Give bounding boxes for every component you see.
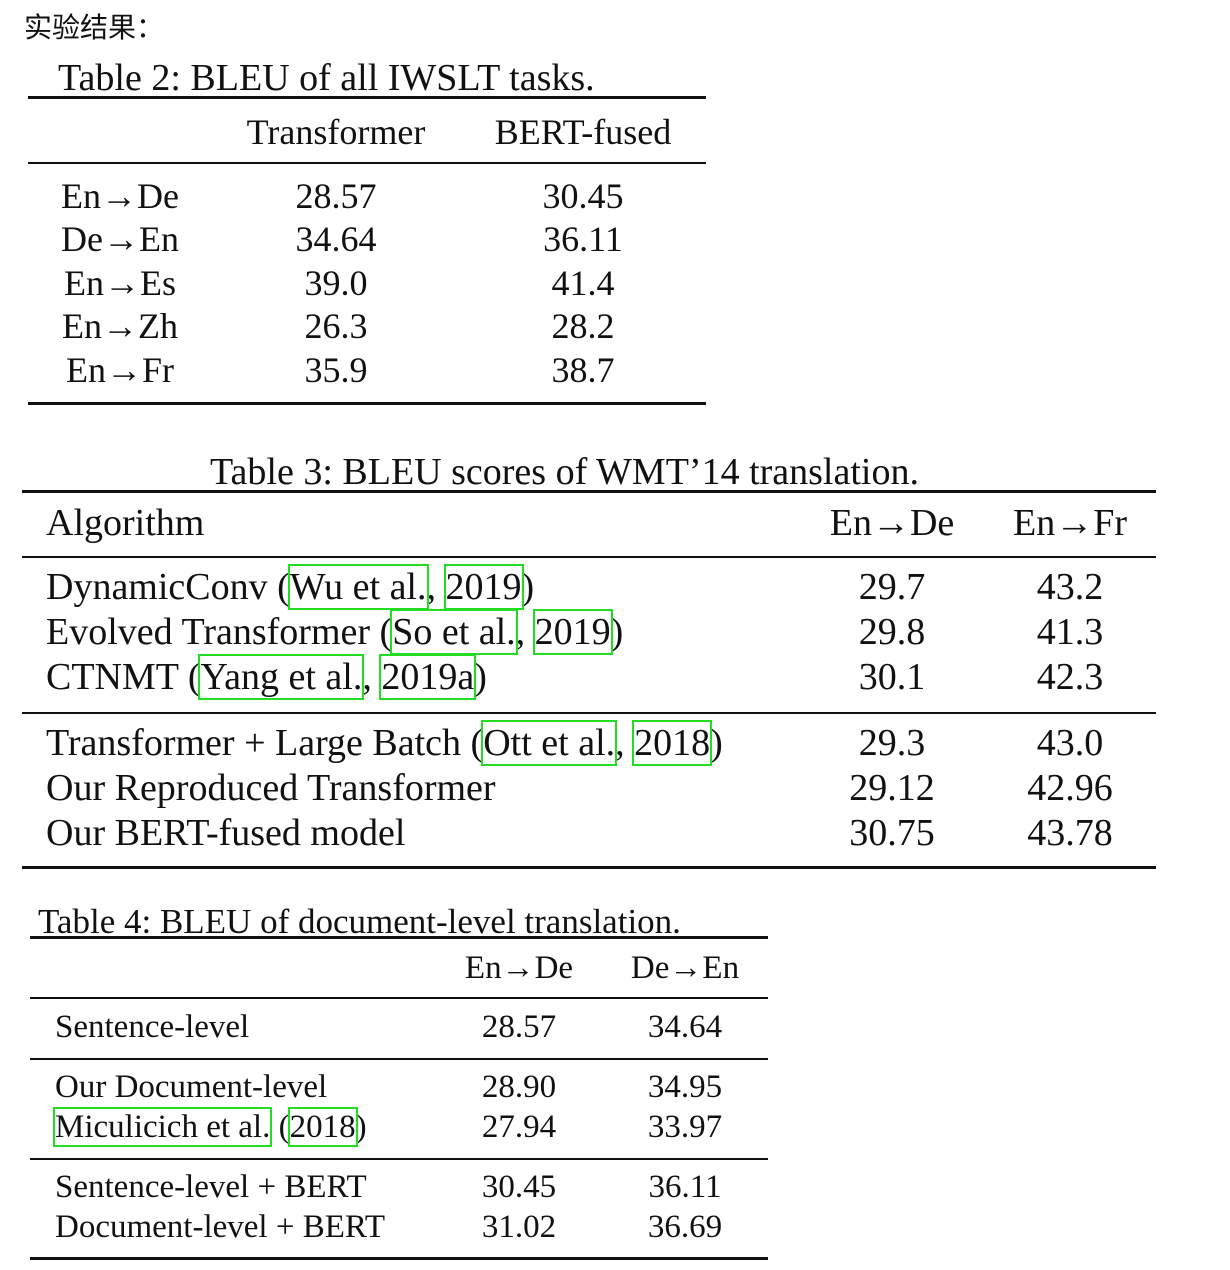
table-2-transformer-value: 35.9 [304, 350, 368, 390]
citation-close: ) [610, 611, 624, 653]
algorithm-name: Evolved Transformer ( [46, 611, 393, 653]
table-3-en-fr-value: 42.96 [1027, 767, 1113, 809]
table-3-algorithm: Evolved Transformer (So et al., 2019) [46, 609, 624, 655]
citation-authors-link[interactable]: Miculicich et al. [52, 1107, 273, 1147]
table-3-algorithm: Our BERT-fused model [46, 812, 406, 854]
citation-authors-link[interactable]: Yang et al. [198, 654, 365, 700]
citation-authors-link[interactable]: Wu et al. [287, 564, 429, 610]
table-4-en-de-value: 28.90 [481, 1069, 557, 1105]
algorithm-name: CTNMT ( [46, 656, 201, 698]
citation-separator: , [362, 656, 382, 698]
table-4-header-rule [30, 997, 768, 999]
table-2-header-rule [28, 162, 706, 164]
algorithm-name: Transformer + Large Batch ( [46, 722, 484, 764]
table-2-top-rule [28, 96, 706, 99]
table-2-caption: Table 2: BLEU of all IWSLT tasks. [58, 57, 595, 99]
table-2-task: En→Fr [66, 350, 174, 390]
table-2-task: En→De [61, 176, 179, 216]
table-3-top-rule [22, 490, 1156, 493]
table-4-de-en-value: 36.11 [648, 1169, 722, 1205]
table-4-setting: Miculicich et al. (2018) [52, 1107, 367, 1147]
citation-authors-link[interactable]: Ott et al. [481, 720, 618, 766]
citation-close: ) [355, 1109, 367, 1145]
citation-separator: ( [270, 1109, 290, 1145]
table-4-setting: Document-level + BERT [55, 1209, 386, 1245]
table-2-transformer-value: 39.0 [304, 263, 368, 303]
table-3-en-fr-value: 42.3 [1036, 656, 1104, 698]
citation-year-link[interactable]: 2019 [443, 564, 524, 610]
table-4-en-de-value: 28.57 [481, 1009, 557, 1045]
table-2-header-bert-fused: BERT-fused [494, 112, 672, 152]
table-4-bottom-rule [30, 1257, 768, 1260]
table-2-task: De→En [61, 219, 179, 259]
table-3-header-en-fr: En→Fr [1013, 502, 1127, 544]
citation-separator: , [426, 566, 446, 608]
table-2-bert-value: 30.45 [542, 176, 624, 216]
citation-year-link[interactable]: 2019 [532, 609, 613, 655]
table-4-en-de-value: 27.94 [481, 1109, 557, 1145]
table-4-header-de-en: De→En [630, 950, 740, 986]
table-2-bert-value: 36.11 [543, 219, 623, 259]
table-4-de-en-value: 36.69 [647, 1209, 723, 1245]
table-3-en-de-value: 29.7 [858, 566, 926, 608]
table-4-setting: Our Document-level [55, 1069, 328, 1105]
table-3-group-rule [22, 712, 1156, 714]
table-2-transformer-value: 26.3 [304, 306, 368, 346]
table-4-caption: Table 4: BLEU of document-level translat… [38, 902, 681, 941]
citation-separator: , [615, 722, 635, 764]
table-3-caption: Table 3: BLEU scores of WMT’14 translati… [210, 451, 919, 493]
table-2-transformer-value: 34.64 [295, 219, 377, 259]
citation-separator: , [515, 611, 535, 653]
citation-year-link[interactable]: 2019a [379, 654, 477, 700]
table-3-en-fr-value: 43.0 [1036, 722, 1104, 764]
citation-close: ) [474, 656, 487, 698]
table-3-en-de-value: 29.8 [858, 611, 926, 653]
table-3-en-fr-value: 43.2 [1036, 566, 1104, 608]
table-4-en-de-value: 31.02 [481, 1209, 557, 1245]
citation-close: ) [521, 566, 535, 608]
table-4-de-en-value: 33.97 [647, 1109, 723, 1145]
table-2-bert-value: 41.4 [551, 263, 615, 303]
table-4-group-rule [30, 1058, 768, 1060]
table-3-en-de-value: 29.12 [849, 767, 935, 809]
table-4-top-rule [30, 936, 768, 939]
table-3-algorithm: Our Reproduced Transformer [46, 767, 496, 809]
table-2-bert-value: 38.7 [551, 350, 615, 390]
table-4-en-de-value: 30.45 [481, 1169, 557, 1205]
table-3-header-algorithm: Algorithm [46, 502, 205, 544]
table-3-algorithm: CTNMT (Yang et al., 2019a) [46, 654, 487, 700]
table-2-transformer-value: 28.57 [295, 176, 377, 216]
table-2-task: En→Es [64, 263, 176, 303]
table-2-bottom-rule [28, 402, 706, 405]
table-3-en-fr-value: 43.78 [1027, 812, 1113, 854]
table-3-algorithm: DynamicConv (Wu et al., 2019) [46, 564, 535, 610]
table-2-task: En→Zh [62, 306, 178, 346]
table-3-en-de-value: 30.75 [849, 812, 935, 854]
table-3-header-rule [22, 556, 1156, 558]
citation-authors-link[interactable]: So et al. [390, 609, 518, 655]
table-3-en-de-value: 30.1 [858, 656, 926, 698]
table-4-header-en-de: En→De [464, 950, 574, 986]
table-4-setting: Sentence-level + BERT [55, 1169, 367, 1205]
algorithm-name: DynamicConv ( [46, 566, 290, 608]
table-3-en-fr-value: 41.3 [1036, 611, 1104, 653]
citation-year-link[interactable]: 2018 [287, 1107, 358, 1147]
table-4-setting: Sentence-level [55, 1009, 250, 1045]
table-2-bert-value: 28.2 [551, 306, 615, 346]
table-3-en-de-value: 29.3 [858, 722, 926, 764]
table-4-group-rule [30, 1158, 768, 1160]
citation-year-link[interactable]: 2018 [632, 720, 713, 766]
table-3-algorithm: Transformer + Large Batch (Ott et al., 2… [46, 720, 723, 766]
table-3-header-en-de: En→De [829, 502, 955, 544]
table-4-de-en-value: 34.95 [647, 1069, 723, 1105]
table-2-header-transformer: Transformer [246, 112, 426, 152]
table-4-de-en-value: 34.64 [647, 1009, 723, 1045]
section-heading: 实验结果： [24, 11, 165, 44]
table-3-bottom-rule [22, 866, 1156, 869]
citation-close: ) [710, 722, 723, 764]
